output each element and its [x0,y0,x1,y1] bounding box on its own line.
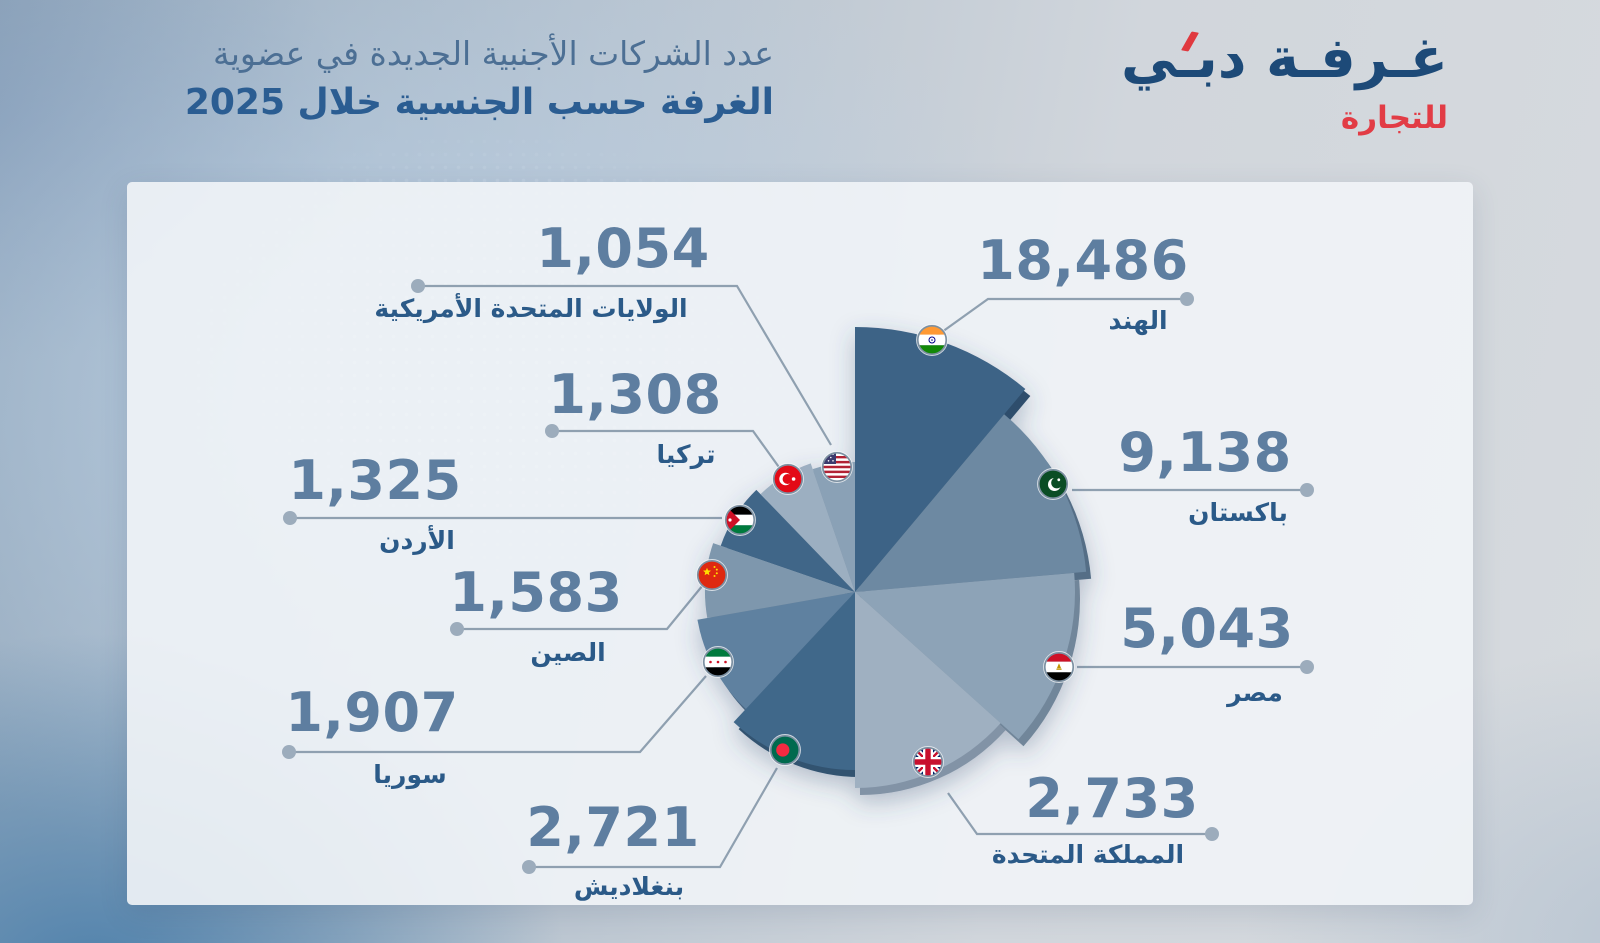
dubai-chamber-logo: غـرفـة دبـي للتجارة [1068,24,1448,136]
label-china: الصين [530,638,606,667]
label-jordan: الأردن [379,526,455,555]
value-bangladesh: 2,721 [526,796,700,859]
egypt-flag-icon [1043,651,1075,683]
leader-dot-india [1180,292,1194,306]
logo-arabic-wordmark: غـرفـة دبـي [1120,26,1448,91]
wedge-china [705,543,855,619]
leader-line-china [457,584,704,631]
label-usa: الولايات المتحدة الأمريكية [374,294,688,323]
value-turkey: 1,308 [548,363,722,426]
india-flag-icon [916,324,948,356]
jordan-flag-icon [724,504,756,536]
uk-flag-icon [912,746,944,778]
value-jordan: 1,325 [288,449,462,512]
value-usa: 1,054 [536,217,710,280]
leader-dot-usa [411,279,425,293]
leader-line-syria [289,675,707,754]
value-uk: 2,733 [1025,767,1199,830]
usa-flag-icon [821,451,853,483]
label-bangladesh: بنغلاديش [573,872,685,901]
pakistan-flag-icon [1037,468,1069,500]
value-syria: 1,907 [285,681,459,744]
leader-dot-egypt [1300,660,1314,674]
wedge-egypt [855,572,1075,740]
leader-dot-syria [282,745,296,759]
logo-subtitle: للتجارة [1340,100,1448,136]
leader-lines-group [282,279,1314,874]
label-india: الهند [1108,306,1168,335]
title-line-2: الغرفة حسب الجنسية خلال 2025 [184,81,774,123]
title-line-1: عدد الشركات الأجنبية الجديدة في عضوية [213,34,774,73]
leader-line-india [934,297,1187,338]
leader-line-uk [947,792,1212,836]
label-egypt: مصر [1227,678,1283,707]
syria-flag-icon [702,646,734,678]
leader-dot-china [450,622,464,636]
leader-dot-uk [1205,827,1219,841]
label-turkey: تركيا [656,440,716,469]
leader-dot-bangladesh [522,860,536,874]
value-china: 1,583 [449,561,623,624]
label-uk: المملكة المتحدة [991,840,1185,869]
value-pakistan: 9,138 [1118,421,1292,484]
leader-line-usa [418,284,832,446]
wedge-uk [855,592,1001,788]
leader-line-turkey [552,429,782,471]
bangladesh-flag-icon [769,734,801,766]
chart-title: عدد الشركات الأجنبية الجديدة في عضوية ال… [130,30,774,127]
wedge-usa [812,462,855,592]
label-syria: سوريا [373,760,447,789]
wedges-group [697,327,1092,795]
leader-dot-turkey [545,424,559,438]
wedge-india [855,327,1026,592]
value-egypt: 5,043 [1120,597,1294,660]
leader-dot-jordan [283,511,297,525]
label-pakistan: باكستان [1188,498,1288,527]
value-india: 18,486 [977,229,1189,292]
turkey-flag-icon [772,463,804,495]
leader-line-bangladesh [529,767,778,869]
leader-dot-pakistan [1300,483,1314,497]
wedge-pakistan [855,414,1087,592]
wedge-bangladesh [733,592,855,770]
wedge-turkey [760,463,855,592]
china-flag-icon [696,559,728,591]
wedge-syria [697,592,855,710]
